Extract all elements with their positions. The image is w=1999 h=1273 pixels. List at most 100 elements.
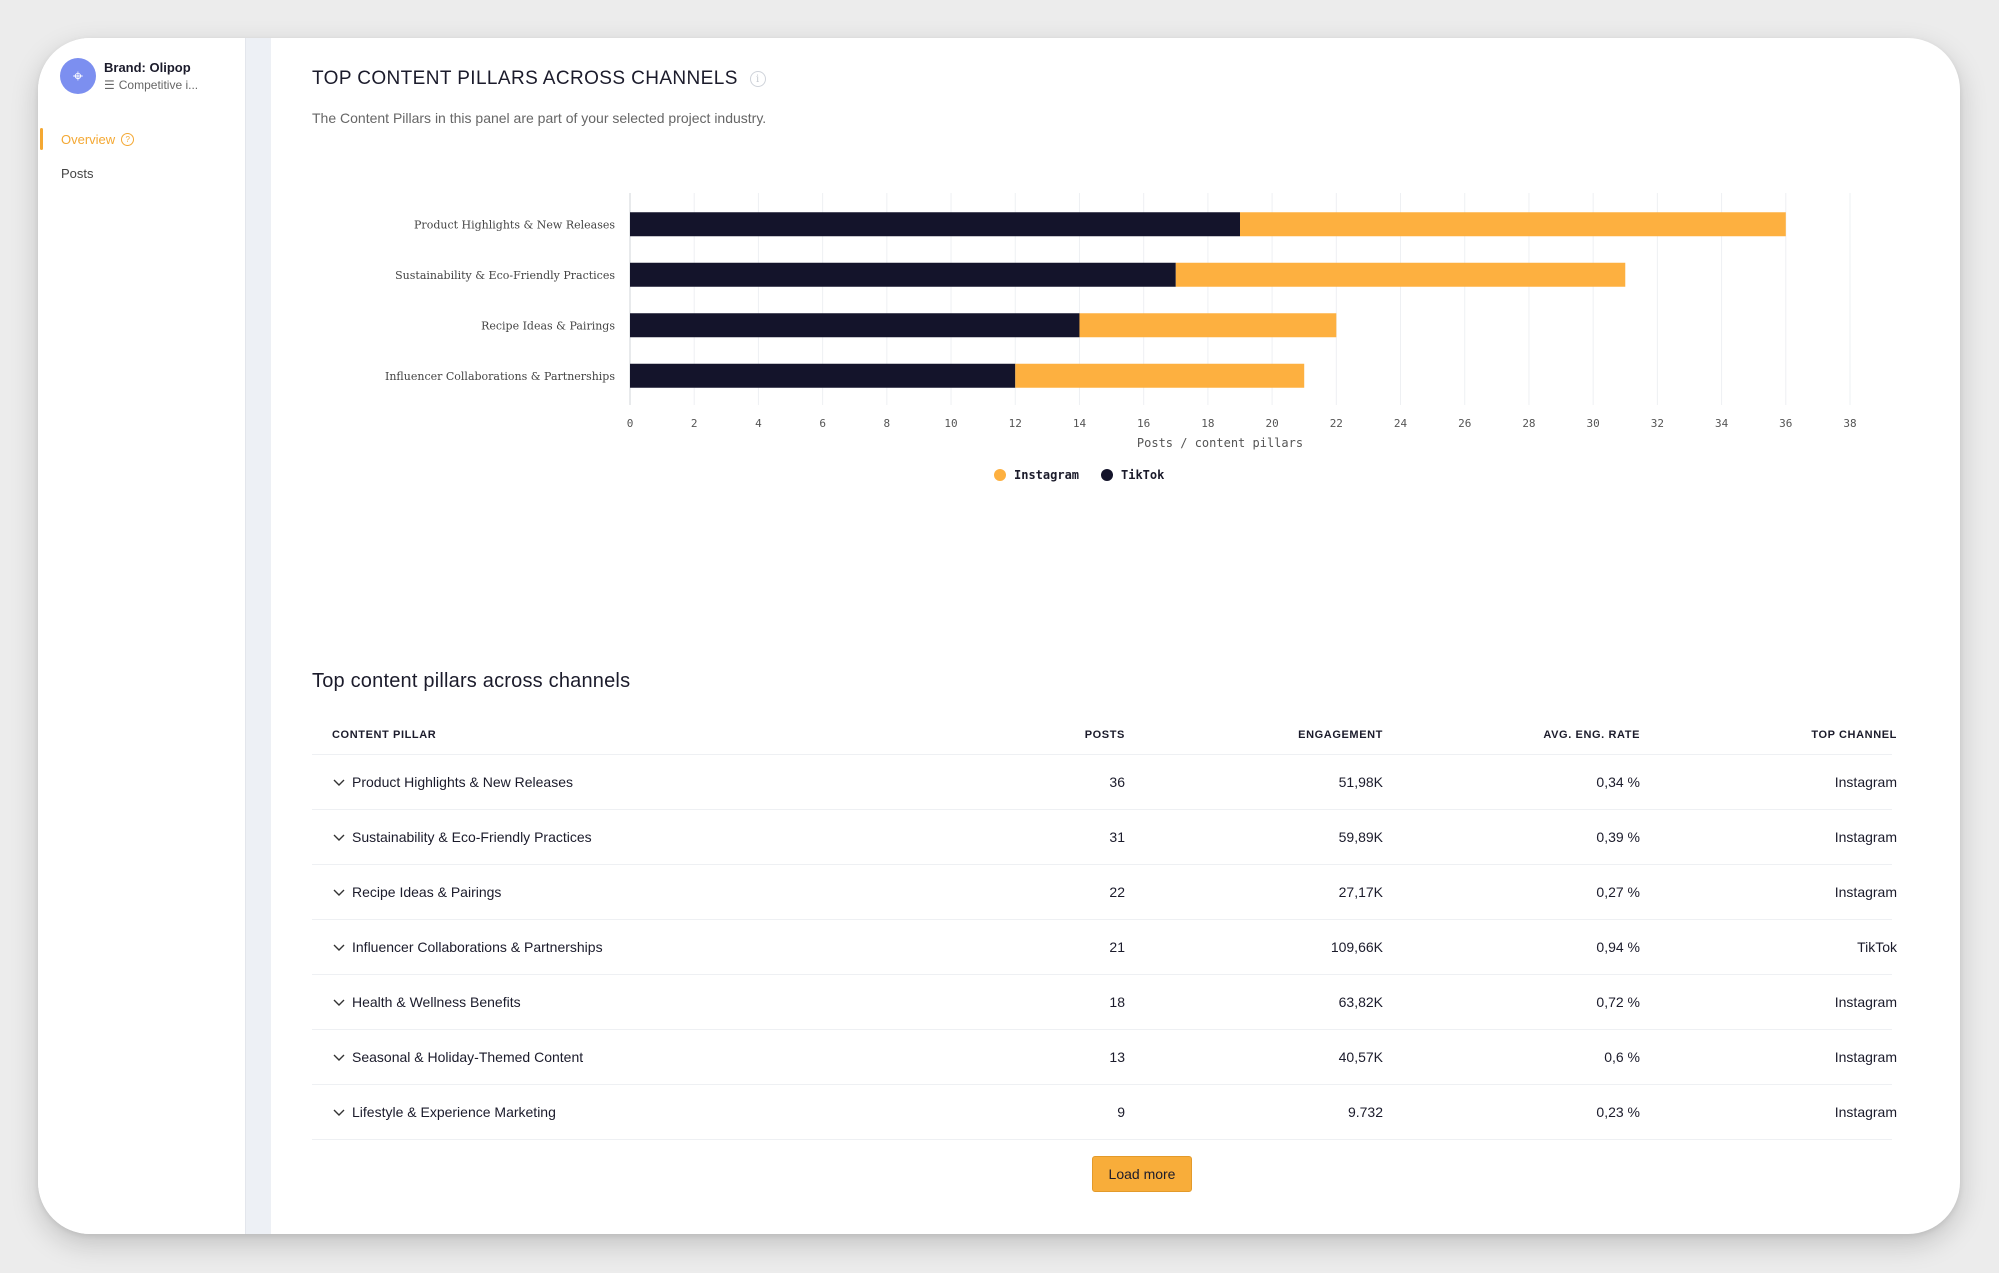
bar-instagram[interactable] [1175, 262, 1626, 287]
chevron-down-icon[interactable] [332, 1105, 346, 1119]
header-content-pillar[interactable]: CONTENT PILLAR [332, 729, 437, 741]
x-tick-label: 28 [1522, 417, 1535, 430]
cell-content-pillar[interactable]: Influencer Collaborations & Partnerships [332, 920, 603, 974]
sidebar-item-overview[interactable]: Overview ? [38, 122, 245, 156]
x-tick-label: 0 [627, 417, 634, 430]
bar-instagram[interactable] [1079, 313, 1337, 338]
sidebar-item-posts[interactable]: Posts [38, 156, 245, 190]
cell-top-channel: Instagram [1834, 884, 1897, 900]
cell-engagement: 9.732 [1347, 1104, 1383, 1120]
x-tick-label: 12 [1009, 417, 1022, 430]
cell-avg-eng-rate: 0,27 % [1596, 884, 1640, 900]
pillar-label: Seasonal & Holiday-Themed Content [352, 1049, 584, 1065]
bar-tiktok[interactable] [630, 363, 1016, 388]
cell-content-pillar[interactable]: Sustainability & Eco-Friendly Practices [332, 810, 592, 864]
sidebar-nav: Overview ? Posts [38, 122, 245, 190]
chevron-down-icon[interactable] [332, 940, 346, 954]
chevron-down-icon[interactable] [332, 995, 346, 1009]
chevron-down-icon[interactable] [332, 830, 346, 844]
header-posts[interactable]: POSTS [1084, 729, 1125, 741]
sidebar-gutter [246, 38, 271, 1234]
brand-name: Brand: Olipop [104, 60, 191, 75]
table-header: CONTENT PILLAR POSTS ENGAGEMENT AVG. ENG… [312, 716, 1896, 755]
brand-avatar: ⌖ [60, 58, 96, 94]
compass-icon: ⌖ [72, 65, 84, 86]
cell-avg-eng-rate: 0,94 % [1596, 939, 1640, 955]
pillar-label: Sustainability & Eco-Friendly Practices [352, 829, 592, 845]
table-title: Top content pillars across channels [312, 670, 631, 692]
chevron-down-icon[interactable] [332, 775, 346, 789]
app-window: ⌖ Brand: Olipop ☰ Competitive i... Overv… [38, 38, 1960, 1234]
cell-engagement: 51,98K [1338, 774, 1383, 790]
bar-tiktok[interactable] [630, 313, 1080, 338]
cell-posts: 31 [1109, 829, 1125, 845]
header-engagement[interactable]: ENGAGEMENT [1298, 729, 1383, 741]
panel-title: TOP CONTENT PILLARS ACROSS CHANNELS i [312, 68, 766, 90]
sidebar-item-label: Posts [61, 165, 94, 181]
legend-label[interactable]: TikTok [1121, 468, 1165, 482]
cell-top-channel: TikTok [1857, 939, 1897, 955]
x-tick-label: 34 [1715, 417, 1729, 430]
y-category-label: Recipe Ideas & Pairings [481, 319, 615, 332]
cell-posts: 22 [1109, 884, 1125, 900]
cell-engagement: 109,66K [1330, 939, 1383, 955]
cell-posts: 13 [1109, 1049, 1125, 1065]
legend-swatch-instagram[interactable] [994, 469, 1006, 481]
cell-content-pillar[interactable]: Product Highlights & New Releases [332, 755, 573, 809]
table-row[interactable]: Lifestyle & Experience Marketing 9 9.732 0,… [312, 1085, 1897, 1140]
cell-content-pillar[interactable]: Lifestyle & Experience Marketing [332, 1085, 556, 1139]
header-avg-eng-rate[interactable]: AVG. ENG. RATE [1543, 729, 1640, 741]
x-tick-label: 20 [1265, 417, 1278, 430]
pillar-label: Recipe Ideas & Pairings [352, 884, 502, 900]
table-row[interactable]: Product Highlights & New Releases 36 51,98… [312, 755, 1897, 810]
cell-top-channel: Instagram [1834, 1049, 1897, 1065]
layers-icon: ☰ [104, 78, 115, 92]
brand-project: Competitive i... [118, 78, 199, 92]
cell-content-pillar[interactable]: Health & Wellness Benefits [332, 975, 521, 1029]
x-tick-label: 8 [884, 417, 891, 430]
x-tick-label: 16 [1137, 417, 1150, 430]
table-row[interactable]: Seasonal & Holiday-Themed Content 13 40,57… [312, 1030, 1897, 1085]
cell-content-pillar[interactable]: Recipe Ideas & Pairings [332, 865, 501, 919]
chevron-down-icon[interactable] [332, 885, 346, 899]
sidebar: ⌖ Brand: Olipop ☰ Competitive i... Overv… [38, 38, 246, 1234]
bar-instagram[interactable] [1015, 363, 1305, 388]
x-tick-label: 30 [1587, 417, 1600, 430]
cell-top-channel: Instagram [1834, 994, 1897, 1010]
brand-switcher[interactable]: ⌖ Brand: Olipop ☰ Competitive i... [60, 58, 198, 94]
table-row[interactable]: Health & Wellness Benefits 18 63,82K 0,72 %… [312, 975, 1897, 1030]
bar-instagram[interactable] [1240, 212, 1786, 237]
cell-engagement: 40,57K [1338, 1049, 1383, 1065]
x-tick-label: 26 [1458, 417, 1471, 430]
y-category-label: Influencer Collaborations & Partnerships [385, 370, 615, 383]
y-category-label: Sustainability & Eco-Friendly Practices [395, 269, 615, 282]
cell-top-channel: Instagram [1834, 829, 1897, 845]
cell-engagement: 63,82K [1338, 994, 1383, 1010]
x-tick-label: 18 [1201, 417, 1214, 430]
x-tick-label: 14 [1073, 417, 1087, 430]
help-icon[interactable]: ? [121, 132, 135, 146]
stacked-bar-chart: 0 2 4 6 8 10 12 14 16 18 20 22 24 26 28 30 32 34 36 38Produ… [385, 193, 1857, 482]
legend-label[interactable]: Instagram [1014, 468, 1079, 482]
x-tick-label: 4 [755, 417, 762, 430]
cell-content-pillar[interactable]: Seasonal & Holiday-Themed Content [332, 1030, 583, 1084]
cell-top-channel: Instagram [1834, 1104, 1897, 1120]
bar-tiktok[interactable] [630, 212, 1240, 237]
pillar-label: Health & Wellness Benefits [352, 994, 521, 1010]
info-icon[interactable]: i [749, 71, 766, 87]
table-row[interactable]: Influencer Collaborations & Partnerships… [312, 920, 1897, 975]
load-more-button[interactable]: Load more [1092, 1156, 1192, 1192]
x-axis-label: Posts / content pillars [1137, 436, 1303, 450]
legend-swatch-tiktok[interactable] [1101, 469, 1113, 481]
cell-avg-eng-rate: 0,39 % [1596, 829, 1640, 845]
x-tick-label: 38 [1843, 417, 1856, 430]
cell-avg-eng-rate: 0,34 % [1596, 774, 1640, 790]
pillar-label: Influencer Collaborations & Partnerships [352, 939, 603, 955]
chevron-down-icon[interactable] [332, 1050, 346, 1064]
table-row[interactable]: Sustainability & Eco-Friendly Practices 3… [312, 810, 1897, 865]
table-row[interactable]: Recipe Ideas & Pairings 22 27,17K 0,27 % Ins… [312, 865, 1897, 920]
header-top-channel[interactable]: TOP CHANNEL [1811, 729, 1897, 741]
y-category-label: Product Highlights & New Releases [414, 218, 615, 231]
bar-tiktok[interactable] [630, 262, 1176, 287]
table-body: Product Highlights & New Releases 36 51,98… [312, 755, 1897, 1140]
